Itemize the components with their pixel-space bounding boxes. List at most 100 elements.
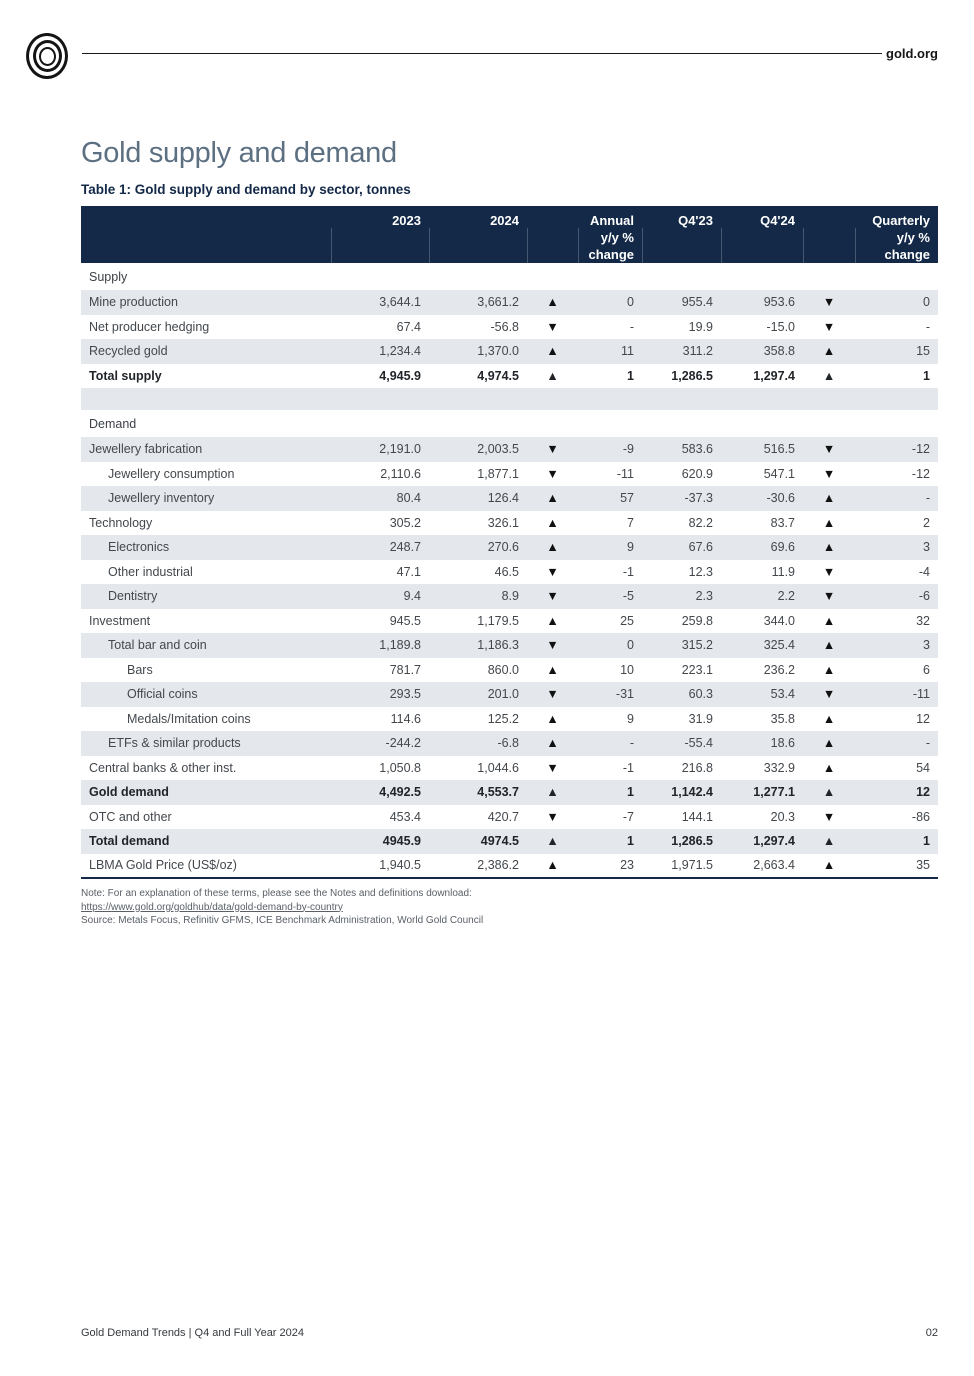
cell-2023: 453.4 — [389, 809, 421, 824]
cell-2023: 1,940.5 — [379, 858, 421, 873]
header-q4-23: Q4'23 — [642, 206, 721, 263]
section-row: Demand — [81, 410, 938, 437]
cell-2023: 67.4 — [396, 319, 421, 334]
cell-q4-23 — [642, 410, 721, 437]
table-row: Total bar and coin 1,189.8 1,186.3 ▼ 0 315.2 3… — [81, 633, 938, 658]
row-label: OTC and other — [89, 809, 172, 824]
cell-q4-24 — [721, 263, 803, 290]
cell-q4-23: 583.6 — [642, 437, 721, 462]
cell-q4-24: 516.5 — [721, 437, 803, 462]
down-arrow-icon: ▼ — [803, 682, 855, 707]
cell-2024: -6.8 — [429, 731, 527, 756]
cell-annual-change — [578, 410, 642, 437]
cell-q4-24: 1,277.1 — [721, 780, 803, 805]
cell-q4-23: 223.1 — [681, 662, 713, 677]
notes-download-link[interactable]: https://www.gold.org/goldhub/data/gold-d… — [81, 901, 343, 913]
cell-2023: 4,492.5 — [331, 780, 429, 805]
cell-annual-change: 11 — [578, 339, 642, 364]
row-label: Net producer hedging — [89, 319, 210, 334]
table-row: LBMA Gold Price (US$/oz) 1,940.5 2,386.2 ▲ 2… — [81, 854, 938, 879]
table-row: Official coins 293.5 201.0 ▼ -31 60.3 53.4 ▼ -11 — [81, 682, 938, 707]
arrow-cell-empty — [527, 410, 578, 437]
up-arrow-icon: ▲ — [546, 515, 559, 530]
row-label: Investment — [89, 613, 151, 628]
cell-2024 — [429, 410, 527, 437]
section-row: Supply — [81, 263, 938, 290]
cell-quarterly-change: 35 — [916, 858, 930, 873]
header-rule — [82, 53, 882, 54]
table-row: Recycled gold 1,234.4 1,370.0 ▲ 11 311.2 358.8… — [81, 339, 938, 364]
cell-2024: 3,661.2 — [429, 290, 527, 315]
cell-2023: 2,191.0 — [331, 437, 429, 462]
cell-q4-24: 547.1 — [763, 466, 795, 481]
logo-ring-icon — [32, 40, 62, 72]
cell-quarterly-change: 0 — [855, 290, 938, 315]
up-arrow-icon: ▲ — [803, 633, 855, 658]
header-annual-arrow — [527, 206, 578, 263]
up-arrow-icon: ▲ — [546, 662, 559, 677]
down-arrow-icon: ▼ — [822, 564, 836, 579]
cell-q4-23: 60.3 — [642, 682, 721, 707]
cell-annual-change: 25 — [620, 613, 634, 628]
cell-q4-24: 953.6 — [721, 290, 803, 315]
cell-2023: 945.5 — [389, 613, 421, 628]
up-arrow-icon: ▲ — [527, 290, 578, 315]
row-label: Technology — [89, 515, 153, 530]
cell-2024: 126.4 — [429, 486, 527, 511]
table-row: Mine production 3,644.1 3,661.2 ▲ 0 955.4 953.… — [81, 290, 938, 315]
table-row: Investment 945.5 1,179.5 ▲ 25 259.8 344.0 ▲ 32 — [81, 609, 938, 634]
cell-q4-23: 620.9 — [681, 466, 713, 481]
cell-quarterly-change: 32 — [916, 613, 930, 628]
logo-ring-icon — [38, 46, 56, 66]
cell-2023: 114.6 — [390, 711, 421, 726]
cell-2023: 1,050.8 — [379, 760, 421, 775]
cell-2024: 270.6 — [429, 535, 527, 560]
up-arrow-icon: ▲ — [822, 662, 836, 677]
cell-quarterly-change: 3 — [855, 535, 938, 560]
cell-q4-23: 19.9 — [688, 319, 713, 334]
up-arrow-icon: ▲ — [527, 780, 578, 805]
header-quarterly-arrow — [803, 206, 855, 263]
cell-2023: 1,189.8 — [331, 633, 429, 658]
cell-2024: 420.7 — [487, 809, 519, 824]
up-arrow-icon: ▲ — [546, 613, 559, 628]
row-label: Electronics — [81, 535, 331, 560]
up-arrow-icon: ▲ — [822, 858, 836, 873]
site-label: gold.org — [886, 46, 938, 61]
cell-q4-24 — [721, 410, 803, 437]
cell-annual-change: 0 — [578, 290, 642, 315]
row-label: Mine production — [81, 290, 331, 315]
cell-quarterly-change — [855, 263, 938, 290]
up-arrow-icon: ▲ — [822, 613, 836, 628]
cell-2023: 781.7 — [389, 662, 421, 677]
cell-2023: 80.4 — [331, 486, 429, 511]
cell-2024: 1,044.6 — [477, 760, 519, 775]
cell-2023: 4,945.9 — [379, 368, 421, 383]
up-arrow-icon: ▲ — [822, 515, 836, 530]
row-label: Official coins — [81, 682, 331, 707]
down-arrow-icon: ▼ — [546, 564, 559, 579]
cell-2023: 293.5 — [331, 682, 429, 707]
header-quarterly-change: Quarterly y/y % change — [855, 206, 938, 263]
cell-2024: 4,553.7 — [429, 780, 527, 805]
cell-annual-change — [578, 263, 642, 290]
row-label: Total bar and coin — [81, 633, 331, 658]
cell-2023: 9.4 — [331, 584, 429, 609]
cell-q4-23: 216.8 — [681, 760, 713, 775]
down-arrow-icon: ▼ — [527, 437, 578, 462]
cell-2023: 248.7 — [331, 535, 429, 560]
cell-q4-24: 1,297.4 — [721, 829, 803, 854]
cell-annual-change: 0 — [578, 633, 642, 658]
cell-q4-24: 69.6 — [721, 535, 803, 560]
cell-q4-23: 1,286.5 — [642, 829, 721, 854]
cell-annual-change: - — [629, 319, 634, 334]
cell-q4-24: 35.8 — [770, 711, 795, 726]
row-label: Total supply — [89, 368, 162, 383]
up-arrow-icon: ▲ — [822, 368, 836, 383]
cell-2023 — [331, 263, 429, 290]
cell-quarterly-change: 1 — [855, 829, 938, 854]
cell-annual-change: -5 — [578, 584, 642, 609]
down-arrow-icon: ▼ — [822, 319, 836, 334]
down-arrow-icon: ▼ — [546, 760, 559, 775]
